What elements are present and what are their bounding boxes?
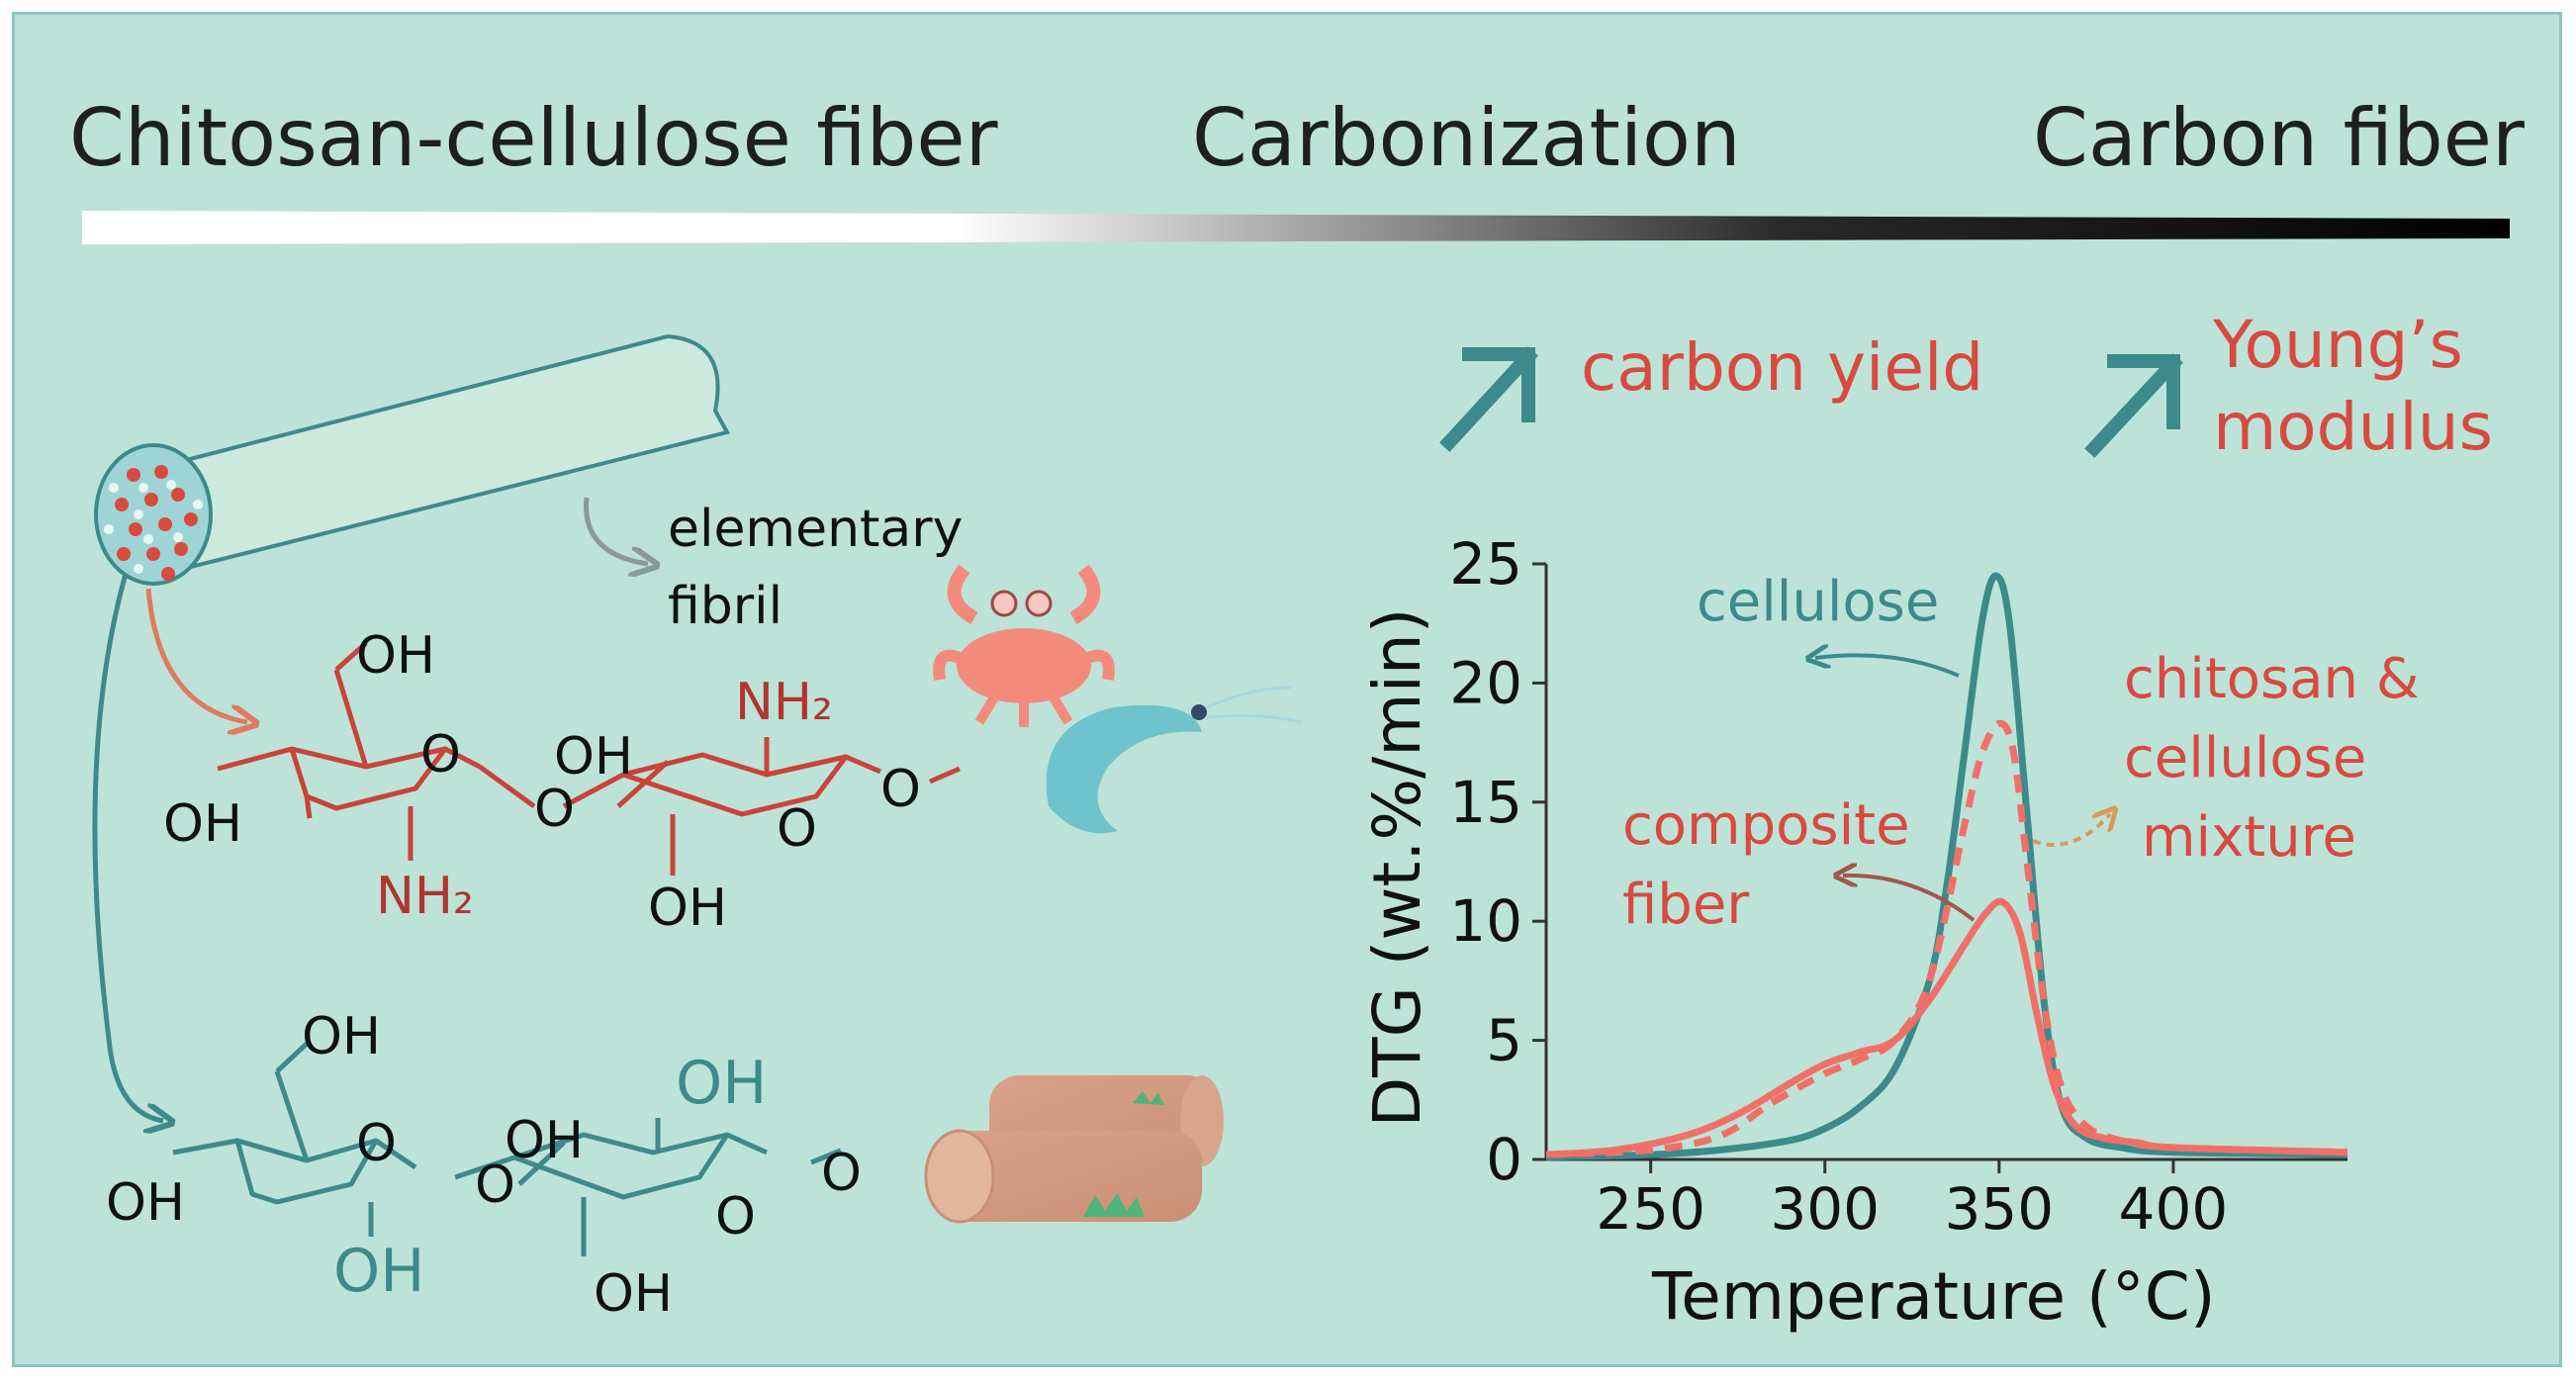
increase-arrow-icon bbox=[1439, 346, 1538, 452]
series-line-composite-fiber bbox=[1545, 897, 2348, 1158]
carbon-yield-label: carbon yield bbox=[1581, 329, 1984, 406]
y-axis-label: DTG (wt.%/min) bbox=[1359, 607, 1435, 1127]
chitosan-structure bbox=[217, 641, 961, 876]
cellulose-arrow bbox=[92, 573, 163, 1121]
chitosan-oh-label: OH bbox=[163, 794, 242, 854]
header-chitosan-cellulose-fiber: Chitosan-cellulose fiber bbox=[69, 92, 998, 184]
mixture-annotation-arrow bbox=[2032, 814, 2110, 847]
cellulose-structure bbox=[172, 1042, 842, 1256]
mixture-annotation: mixture bbox=[2142, 805, 2356, 870]
y-tick-label: 5 bbox=[1486, 1007, 1522, 1074]
chitosan-nh2-label: NH₂ bbox=[735, 673, 833, 732]
composite-annotation: composite bbox=[1622, 793, 1910, 858]
y-tick-label: 0 bbox=[1486, 1126, 1522, 1193]
x-tick-label: 400 bbox=[2119, 1175, 2229, 1243]
cellulose-annotation-arrow bbox=[1815, 655, 1960, 678]
y-tick-label: 20 bbox=[1449, 649, 1522, 716]
y-tick-label: 10 bbox=[1449, 887, 1522, 955]
youngs-modulus-label: Young’s bbox=[2213, 307, 2463, 383]
mixture-annotation: cellulose bbox=[2124, 726, 2366, 790]
x-tick-label: 300 bbox=[1770, 1175, 1880, 1243]
cellulose-labels: OH OH O OH O OH OH O OH O bbox=[106, 1007, 862, 1324]
x-tick-label: 250 bbox=[1596, 1175, 1705, 1243]
y-tick-label: 25 bbox=[1449, 530, 1522, 598]
composite-annotation: fiber bbox=[1622, 873, 1750, 937]
carbonization-gradient-bar bbox=[82, 211, 2510, 244]
composite-annotation-arrow bbox=[1843, 876, 1976, 922]
cellulose-oh-label: OH bbox=[333, 1237, 424, 1306]
chitosan-o-label: O bbox=[420, 725, 461, 785]
increase-arrow-icon bbox=[2084, 353, 2183, 458]
chitosan-arrow bbox=[145, 588, 247, 722]
cellulose-o-label: O bbox=[356, 1114, 397, 1173]
elementary-fibril-label: fibril bbox=[668, 577, 783, 636]
cellulose-oh-label: OH bbox=[106, 1173, 185, 1233]
cellulose-oh-label: OH bbox=[594, 1264, 673, 1324]
cellulose-o-label: O bbox=[821, 1144, 862, 1203]
chitosan-o-label: O bbox=[534, 780, 575, 839]
mixture-annotation: chitosan & bbox=[2124, 647, 2420, 711]
header-carbon-fiber: Carbon fiber bbox=[2033, 92, 2525, 184]
youngs-modulus-label: modulus bbox=[2213, 389, 2493, 465]
cellulose-oh-label: OH bbox=[676, 1049, 767, 1118]
wood-logs-icon bbox=[924, 1075, 1224, 1224]
series-line-chitosan-cellulose-mixture bbox=[1545, 719, 2348, 1158]
figure-graphics: OH OH O NH₂ O OH NH₂ O OH O OH bbox=[82, 211, 2510, 1335]
chitosan-o-label: O bbox=[880, 760, 921, 819]
chitosan-labels: OH OH O NH₂ O OH NH₂ O OH O bbox=[163, 626, 921, 938]
crab-icon bbox=[933, 564, 1115, 727]
x-tick-label: 350 bbox=[1944, 1175, 2054, 1243]
fiber-cylinder-illustration bbox=[94, 333, 730, 586]
dtg-chart: 0 5 10 15 20 25 250 300 350 400 Temperature (°C)… bbox=[1359, 530, 2420, 1335]
figure-panel: Chitosan-cellulose fiber Carbonization C… bbox=[12, 12, 2562, 1367]
elementary-fibril-label: elementary bbox=[668, 500, 964, 559]
y-tick-label: 15 bbox=[1449, 769, 1522, 836]
chitosan-o-label: O bbox=[777, 799, 817, 859]
cellulose-o-label: O bbox=[475, 1156, 515, 1215]
x-axis-label: Temperature (°C) bbox=[1651, 1258, 2216, 1335]
shrimp-icon bbox=[1046, 686, 1302, 834]
cellulose-oh-label: OH bbox=[505, 1111, 584, 1170]
cellulose-o-label: O bbox=[715, 1187, 756, 1247]
chitosan-oh-label: OH bbox=[648, 878, 727, 938]
header-carbonization: Carbonization bbox=[1192, 92, 1741, 184]
series-line-cellulose bbox=[1545, 572, 2348, 1161]
chitosan-oh-label: OH bbox=[356, 626, 435, 686]
chitosan-oh-label: OH bbox=[554, 727, 633, 786]
chitosan-nh2-label: NH₂ bbox=[376, 867, 474, 926]
cellulose-annotation: cellulose bbox=[1697, 570, 1939, 634]
cellulose-oh-label: OH bbox=[302, 1007, 381, 1066]
elementary-fibril-arrow bbox=[584, 497, 648, 564]
